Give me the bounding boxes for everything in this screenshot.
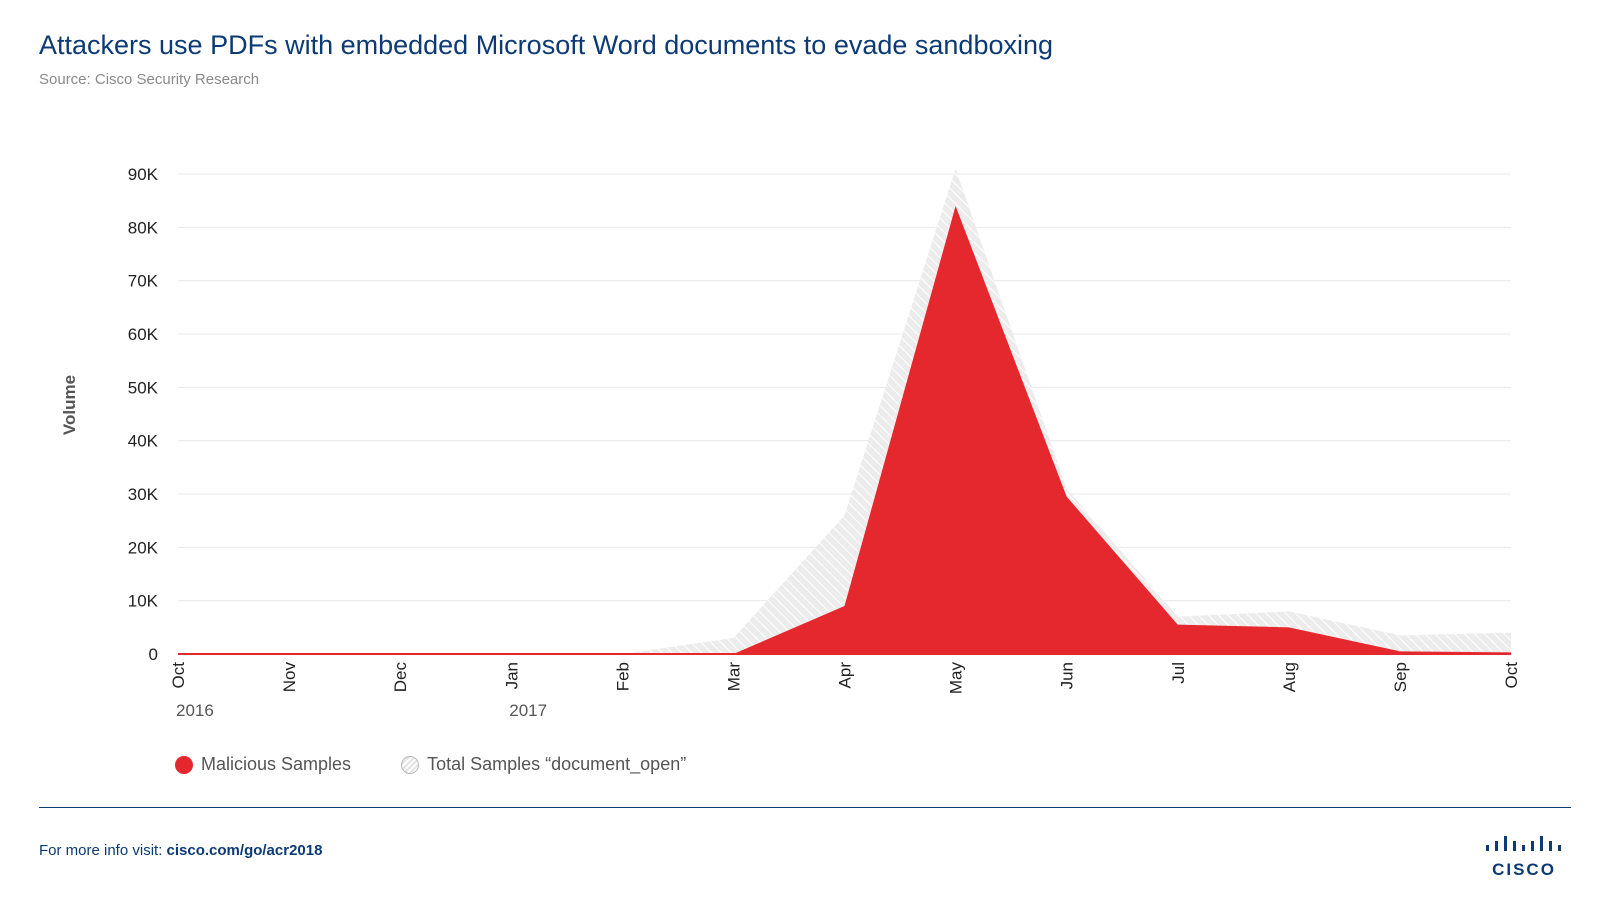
y-tick-label: 40K <box>128 432 159 451</box>
y-tick-label: 80K <box>128 218 159 237</box>
footer-divider <box>39 807 1571 808</box>
x-tick-label: Mar <box>724 662 743 692</box>
chart-title: Attackers use PDFs with embedded Microso… <box>39 30 1054 60</box>
legend-item-total[interactable]: Total Samples “document_open” <box>401 754 686 775</box>
x-year-label: 2016 <box>176 701 214 720</box>
legend: Malicious Samples Total Samples “documen… <box>175 754 736 775</box>
x-tick-label: Oct <box>169 662 188 689</box>
y-tick-label: 90K <box>128 165 159 184</box>
x-axis: Oct Nov Dec Jan Feb Mar Apr May Jun Jul Aug Sep Oct 2… <box>169 662 1521 720</box>
y-axis: 0 10K 20K 30K 40K 50K 60K 70K 80K 90K <box>128 165 159 664</box>
x-tick-label: Apr <box>836 662 855 689</box>
series-areas <box>178 168 1511 655</box>
x-tick-label: Jan <box>502 662 521 689</box>
footer-link[interactable]: cisco.com/go/acr2018 <box>166 842 323 859</box>
x-tick-label: Sep <box>1391 662 1410 692</box>
legend-label-total: Total Samples “document_open” <box>427 754 687 774</box>
y-tick-label: 10K <box>128 592 159 611</box>
x-tick-label: Aug <box>1280 662 1299 692</box>
x-tick-label: Feb <box>613 662 632 691</box>
footer-text: For more info visit: cisco.com/go/acr201… <box>39 842 322 859</box>
y-tick-label: 30K <box>128 485 159 504</box>
area-total-samples[interactable] <box>178 168 1511 654</box>
x-tick-label: Nov <box>280 662 299 693</box>
y-axis-label: Volume <box>60 375 79 435</box>
cisco-logo-word: CISCO <box>1492 860 1556 879</box>
cisco-logo-bars <box>1486 836 1561 851</box>
y-tick-label: 0 <box>149 645 158 664</box>
y-tick-label: 50K <box>128 378 159 397</box>
x-tick-label: Jul <box>1169 662 1188 684</box>
x-year-label: 2017 <box>509 701 547 720</box>
legend-label-malicious: Malicious Samples <box>201 754 352 774</box>
x-tick-label: Dec <box>391 662 410 693</box>
y-tick-label: 20K <box>128 538 159 557</box>
footer-prefix: For more info visit: <box>39 842 167 859</box>
legend-item-malicious[interactable]: Malicious Samples <box>175 754 351 775</box>
x-tick-label: Oct <box>1502 662 1521 689</box>
cisco-logo: CISCO <box>1486 836 1561 879</box>
y-tick-label: 60K <box>128 325 159 344</box>
legend-swatch-malicious <box>175 755 193 774</box>
x-tick-label: Jun <box>1058 662 1077 689</box>
chart-subtitle: Source: Cisco Security Research <box>39 71 260 88</box>
x-tick-label: May <box>947 662 966 695</box>
y-tick-label: 70K <box>128 272 159 291</box>
area-chart: 0 10K 20K 30K 40K 50K 60K 70K 80K 90K Oct Nov Dec Ja… <box>60 165 1521 720</box>
legend-swatch-total <box>401 755 420 774</box>
